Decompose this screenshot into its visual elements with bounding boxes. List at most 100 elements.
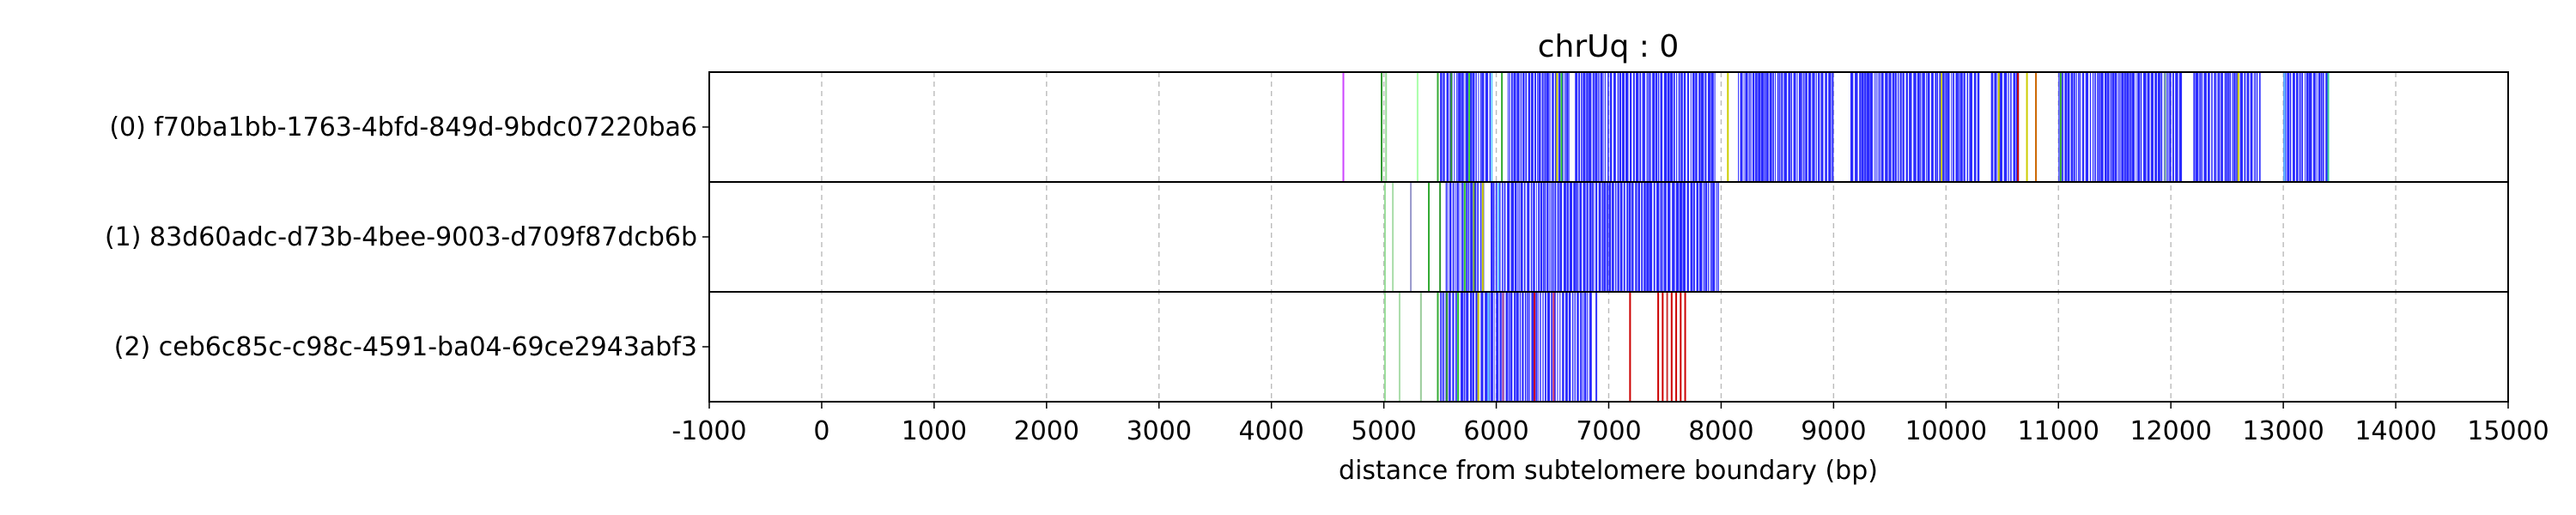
- dense-stripe: [1894, 72, 1897, 182]
- dense-stripe: [1568, 292, 1571, 402]
- x-tick-label: 3000: [1127, 416, 1192, 446]
- dense-stripe: [1480, 292, 1484, 402]
- dense-stripe: [1505, 292, 1509, 402]
- dense-block: [1575, 72, 1716, 182]
- dense-stripe: [1765, 72, 1769, 182]
- dense-stripe: [1608, 182, 1612, 292]
- dense-stripe: [2203, 72, 2207, 182]
- dense-stripe: [1663, 182, 1667, 292]
- dense-stripe: [2287, 72, 2290, 182]
- dense-stripe: [2140, 72, 2142, 182]
- dense-stripe: [1994, 72, 1997, 182]
- x-tick-label: 8000: [1688, 416, 1753, 446]
- dense-stripe: [2239, 72, 2244, 182]
- dense-stripe: [1637, 182, 1641, 292]
- dense-stripe: [2119, 72, 2121, 182]
- dense-stripe: [1646, 72, 1648, 182]
- dense-stripe: [1456, 182, 1459, 292]
- dense-stripe: [1613, 182, 1615, 292]
- dense-stripe: [1850, 72, 1854, 182]
- dense-stripe: [2058, 72, 2060, 182]
- dense-stripe: [1477, 182, 1479, 292]
- dense-stripe: [1454, 72, 1455, 182]
- dense-stripe: [1690, 182, 1693, 292]
- dense-stripe: [2137, 72, 2141, 182]
- dense-stripe: [1672, 182, 1675, 292]
- dense-stripe: [2114, 72, 2117, 182]
- dense-stripe: [1613, 72, 1616, 182]
- dense-stripe: [1820, 72, 1824, 182]
- dense-stripe: [1540, 182, 1543, 292]
- track-labels: (0) f70ba1bb-1763-4bfd-849d-9bdc07220ba6…: [105, 112, 709, 362]
- x-tick-label: 15000: [2467, 416, 2549, 446]
- dense-stripe: [2295, 72, 2299, 182]
- dense-stripe: [1456, 72, 1458, 182]
- dense-stripe: [1520, 182, 1523, 292]
- dense-stripe: [1663, 72, 1668, 182]
- dense-stripe: [1589, 182, 1592, 292]
- dense-stripe: [1607, 72, 1609, 182]
- dense-stripe: [1465, 72, 1469, 182]
- dense-stripe: [1541, 72, 1544, 182]
- dense-stripe: [2256, 72, 2258, 182]
- dense-stripe: [1922, 72, 1925, 182]
- dense-stripe: [1469, 72, 1473, 182]
- x-tick-label: 7000: [1576, 416, 1641, 446]
- dense-stripe: [2089, 72, 2092, 182]
- dense-stripe: [2157, 72, 2160, 182]
- dense-stripe: [1641, 182, 1643, 292]
- dense-stripe: [1562, 292, 1564, 402]
- dense-stripe: [1899, 72, 1900, 182]
- dense-stripe: [2178, 72, 2183, 182]
- dense-stripe: [1771, 72, 1773, 182]
- dense-stripe: [2175, 72, 2178, 182]
- dense-stripe: [1675, 182, 1680, 292]
- dense-stripe: [2221, 72, 2223, 182]
- dense-stripe: [1710, 72, 1714, 182]
- dense-stripe: [1593, 182, 1595, 292]
- dense-stripe: [1466, 182, 1467, 292]
- dense-stripe: [1527, 292, 1529, 402]
- dense-stripe: [1990, 72, 1994, 182]
- dense-stripe: [1678, 72, 1680, 182]
- dense-stripe: [2097, 72, 2099, 182]
- dense-stripe: [2309, 72, 2312, 182]
- dense-stripe: [1612, 182, 1613, 292]
- dense-stripe: [1573, 182, 1577, 292]
- dense-stripe: [1708, 182, 1710, 292]
- dense-stripe: [2064, 72, 2068, 182]
- dense-stripe: [1579, 182, 1583, 292]
- dense-stripe: [1504, 182, 1506, 292]
- dense-stripe: [1557, 182, 1559, 292]
- dense-stripe: [1455, 292, 1457, 402]
- dense-stripe: [2289, 72, 2292, 182]
- dense-stripe: [1939, 72, 1942, 182]
- dense-stripe: [1522, 292, 1524, 402]
- dense-stripe: [1801, 72, 1803, 182]
- dense-stripe: [1569, 182, 1572, 292]
- dense-stripe: [1472, 72, 1475, 182]
- dense-stripe: [1460, 292, 1464, 402]
- dense-stripe: [1955, 72, 1959, 182]
- dense-stripe: [1900, 72, 1902, 182]
- dense-stripe: [2232, 72, 2233, 182]
- dense-stripe: [1517, 182, 1519, 292]
- dense-stripe: [1668, 182, 1671, 292]
- dense-stripe: [1546, 292, 1551, 402]
- dense-stripe: [1649, 182, 1653, 292]
- dense-stripe: [1942, 72, 1945, 182]
- dense-stripe: [1892, 72, 1894, 182]
- dense-block: [1850, 72, 1980, 182]
- dense-block: [2193, 72, 2261, 182]
- dense-stripe: [1743, 72, 1745, 182]
- dense-stripe: [1861, 72, 1864, 182]
- dense-stripe: [2098, 72, 2100, 182]
- dense-stripe: [1864, 72, 1867, 182]
- dense-stripe: [1458, 72, 1461, 182]
- dense-stripe: [1525, 72, 1528, 182]
- dense-stripe: [1509, 72, 1510, 182]
- dense-stripe: [1714, 72, 1716, 182]
- dense-stripe: [1699, 182, 1703, 292]
- x-tick-label: 5000: [1351, 416, 1416, 446]
- dense-stripe: [1605, 72, 1607, 182]
